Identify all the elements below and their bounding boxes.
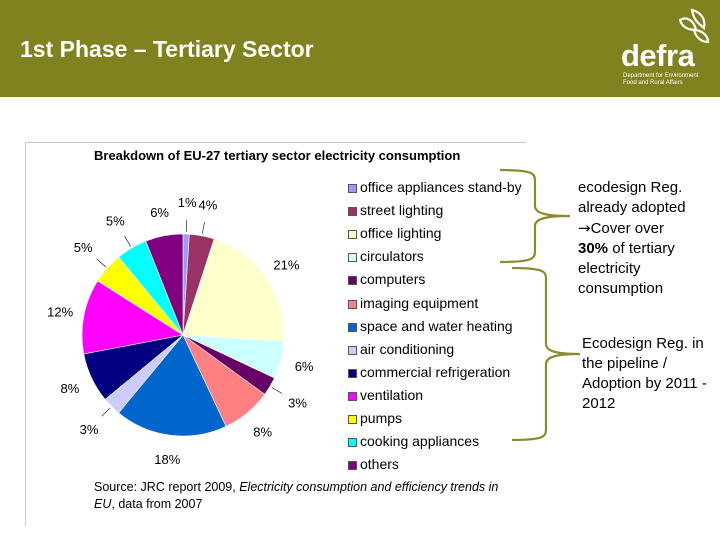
header-bar: 1st Phase – Tertiary Sector defra Depart… (0, 0, 720, 97)
leader-line-cooking-appliances (124, 235, 131, 247)
source-title: Electricity consumption and efficiency t… (94, 480, 499, 511)
adopted-note-line3: of tertiary electricity consumption (578, 240, 675, 297)
legend-label: commercial refrigeration (360, 363, 511, 380)
data-label-others: 6% (150, 205, 169, 220)
data-label-street-lighting: 4% (199, 197, 218, 212)
legend-label: imaging equipment (360, 294, 479, 311)
data-label-imaging-equipment: 8% (253, 424, 272, 439)
bracket-pipeline (511, 266, 581, 442)
source-prefix: Source: JRC report 2009, (94, 480, 240, 494)
legend-label: office appliances stand-by (360, 179, 522, 195)
legend-label: circulators (360, 248, 424, 265)
slide-title: 1st Phase – Tertiary Sector (20, 36, 314, 62)
legend-label: computers (360, 271, 426, 288)
legend-swatch (348, 322, 357, 332)
legend-label: space and water heating (360, 317, 513, 334)
pipeline-note: Ecodesign Reg. in the pipeline / Adoptio… (582, 335, 707, 412)
leader-line-air-conditioning (101, 407, 111, 417)
data-label-ventilation: 12% (47, 305, 73, 320)
legend-swatch (348, 299, 357, 309)
adopted-note-line1: ecodesign Reg. already adopted (578, 179, 686, 216)
data-label-commercial-refrigeration: 8% (61, 381, 80, 396)
source-suffix: , data from 2007 (111, 497, 203, 511)
legend-swatch (348, 415, 357, 424)
legend-swatch (348, 368, 357, 378)
source-note: Source: JRC report 2009, Electricity con… (94, 479, 514, 513)
leader-line-street-lighting (202, 221, 205, 234)
legend-swatch (348, 345, 357, 355)
legend-swatch (348, 184, 357, 193)
defra-logo-word: defra (621, 38, 695, 73)
legend-label: cooking appliances (360, 433, 480, 450)
legend-label: pumps (360, 410, 403, 426)
legend-swatch (348, 276, 357, 286)
data-label-office-lighting: 21% (273, 258, 299, 273)
data-label-pumps: 5% (74, 240, 93, 255)
leader-line-computers (271, 387, 283, 394)
defra-leaf-icon (678, 8, 710, 44)
legend-swatch (348, 438, 357, 448)
legend-swatch (348, 391, 357, 401)
legend-label: street lighting (360, 202, 444, 219)
defra-logo-subtitle: Department for Environment Food and Rura… (623, 73, 699, 86)
legend-label: others (360, 456, 399, 473)
data-label-cooking-appliances: 5% (106, 214, 125, 229)
data-label-office-appliances-stand-by: 1% (178, 195, 197, 210)
data-label-computers: 3% (288, 396, 307, 411)
pie-slice-space-and-water-heating (118, 334, 227, 437)
legend-label: ventilation (360, 386, 424, 403)
arrow-right-icon: → (578, 219, 591, 237)
pie-slice-others (145, 233, 184, 336)
legend-swatch (348, 207, 357, 217)
legend-swatch (348, 461, 357, 471)
chart-title: Breakdown of EU-27 tertiary sector elect… (94, 148, 461, 163)
leader-line-pumps (96, 258, 106, 268)
adopted-note-line2: Cover over (590, 220, 664, 237)
pie-slice-ventilation (81, 280, 184, 355)
adopted-note: ecodesign Reg. already adopted →Cover ov… (578, 178, 718, 299)
legend-swatch (348, 230, 357, 240)
legend-swatch (348, 253, 357, 263)
bracket-adopted (499, 168, 571, 264)
data-label-circulators: 6% (295, 359, 314, 374)
legend-label: office lighting (360, 225, 442, 242)
data-label-space-and-water-heating: 18% (154, 452, 180, 467)
adopted-note-percent: 30% (578, 240, 609, 257)
pie-slice-office-lighting (182, 238, 285, 342)
legend-label: air conditioning (360, 340, 455, 357)
data-label-air-conditioning: 3% (80, 422, 99, 437)
